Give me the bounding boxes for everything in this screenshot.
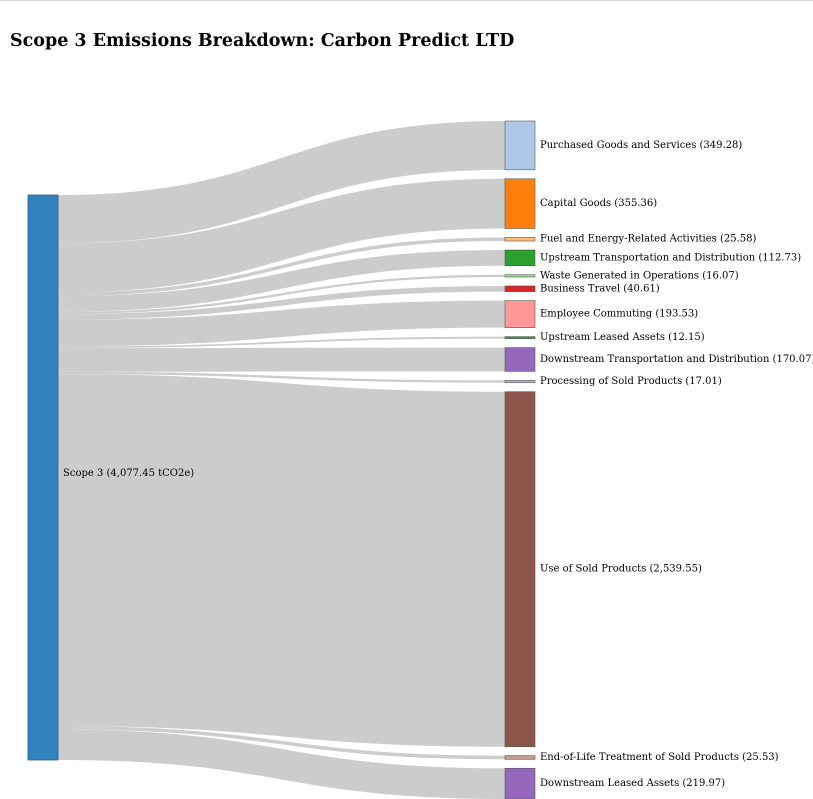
label-processing-of-sold-products: Processing of Sold Products (17.01) <box>540 376 722 387</box>
node-upstream-transportation-and-distribution <box>504 249 536 267</box>
node-use-of-sold-products <box>504 391 536 748</box>
link-downstream-transportation-and-distribution <box>58 347 505 372</box>
link-processing-of-sold-products <box>58 371 505 383</box>
label-upstream-transportation-and-distribution: Upstream Transportation and Distribution… <box>540 252 801 263</box>
node-downstream-leased-assets <box>504 767 536 799</box>
link-business-travel <box>58 285 505 320</box>
link-capital-goods <box>58 178 505 293</box>
node-fuel-and-energy-related-activities <box>504 237 536 242</box>
node-capital-goods <box>504 178 536 229</box>
link-upstream-leased-assets <box>58 336 505 349</box>
link-waste-generated-in-operations <box>58 274 505 315</box>
label-waste-generated-in-operations: Waste Generated in Operations (16.07) <box>540 270 739 281</box>
label-downstream-leased-assets: Downstream Leased Assets (219.97) <box>540 778 725 789</box>
label-fuel-and-energy-related-activities: Fuel and Energy-Related Activities (25.5… <box>540 234 757 245</box>
node-waste-generated-in-operations <box>504 274 536 278</box>
link-downstream-leased-assets <box>58 729 505 799</box>
node-upstream-leased-assets <box>504 336 536 339</box>
node-processing-of-sold-products <box>504 380 536 384</box>
link-end-of-life-treatment-of-sold-products <box>58 725 505 760</box>
label-use-of-sold-products: Use of Sold Products (2,539.55) <box>540 564 702 575</box>
top-border <box>0 0 813 1</box>
link-employee-commuting <box>58 300 505 347</box>
link-fuel-and-energy-related-activities <box>58 237 505 297</box>
label-scope-3: Scope 3 (4,077.45 tCO2e) <box>63 468 194 479</box>
sankey-nodes <box>27 120 536 799</box>
node-business-travel <box>504 285 536 292</box>
sankey-labels: Purchased Goods and Services (349.28) Cap… <box>63 140 813 789</box>
node-employee-commuting <box>504 300 536 328</box>
label-end-of-life-treatment-of-sold-products: End-of-Life Treatment of Sold Products (… <box>540 752 779 763</box>
link-use-of-sold-products <box>58 374 505 747</box>
label-capital-goods: Capital Goods (355.36) <box>540 198 657 209</box>
node-scope-3 <box>27 194 59 761</box>
node-purchased-goods-and-services <box>504 120 536 171</box>
link-upstream-transportation-and-distribution <box>58 250 505 312</box>
label-employee-commuting: Employee Commuting (193.53) <box>540 309 698 320</box>
label-upstream-leased-assets: Upstream Leased Assets (12.15) <box>540 332 705 343</box>
node-downstream-transportation-and-distribution <box>504 347 536 372</box>
label-downstream-transportation-and-distribution: Downstream Transportation and Distributi… <box>540 354 813 365</box>
label-business-travel: Business Travel (40.61) <box>540 283 660 294</box>
node-end-of-life-treatment-of-sold-products <box>504 755 536 760</box>
link-purchased-goods-and-services <box>58 121 505 244</box>
chart-title: Scope 3 Emissions Breakdown: Carbon Pred… <box>10 31 515 51</box>
label-purchased-goods-and-services: Purchased Goods and Services (349.28) <box>540 140 742 151</box>
sankey-links <box>58 121 505 799</box>
